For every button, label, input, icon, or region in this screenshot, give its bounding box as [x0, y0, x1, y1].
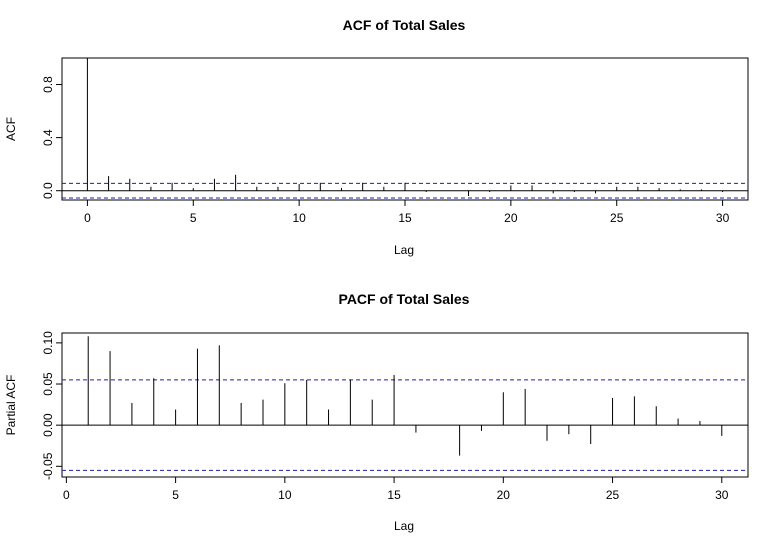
acf-y-tick-label: 0.0	[41, 182, 55, 199]
acf-x-tick-label: 20	[504, 211, 518, 225]
pacf-y-axis-label: Partial ACF	[4, 375, 18, 436]
acf-x-tick-label: 0	[84, 211, 91, 225]
pacf-x-tick-label: 15	[387, 488, 401, 502]
acf-y-tick-label: 0.4	[41, 129, 55, 146]
pacf-y-tick-label: 0.05	[41, 372, 55, 396]
acf-x-tick-label: 5	[190, 211, 197, 225]
pacf-x-tick-label: 5	[172, 488, 179, 502]
acf-x-tick-label: 30	[716, 211, 730, 225]
pacf-x-tick-label: 10	[278, 488, 292, 502]
acf-plot-frame	[61, 57, 749, 201]
acf-chart: ACF of Total Sales Lag ACF 0 5 10 15 20 25 30 0…	[4, 17, 749, 257]
acf-x-tick-label: 15	[398, 211, 412, 225]
acf-x-axis-label: Lag	[394, 243, 414, 257]
pacf-x-tick-label: 30	[715, 488, 729, 502]
pacf-y-tick-label: 0.00	[41, 413, 55, 437]
pacf-title: PACF of Total Sales	[339, 291, 470, 307]
pacf-x-tick-label: 25	[606, 488, 620, 502]
acf-x-tick-label: 25	[610, 211, 624, 225]
acf-y-tick-label: 0.8	[41, 76, 55, 93]
pacf-x-tick-label: 0	[63, 488, 70, 502]
pacf-y-tick-label: -0.05	[41, 452, 55, 480]
acf-x-tick-label: 10	[292, 211, 306, 225]
acf-title: ACF of Total Sales	[343, 17, 466, 33]
acf-y-axis-label: ACF	[4, 117, 18, 141]
pacf-chart: PACF of Total Sales Lag Partial ACF 0 5 10…	[4, 291, 749, 533]
pacf-plot-frame	[61, 332, 749, 478]
pacf-x-axis-label: Lag	[394, 519, 414, 533]
pacf-y-tick-label: 0.10	[41, 331, 55, 355]
pacf-x-tick-label: 20	[497, 488, 511, 502]
